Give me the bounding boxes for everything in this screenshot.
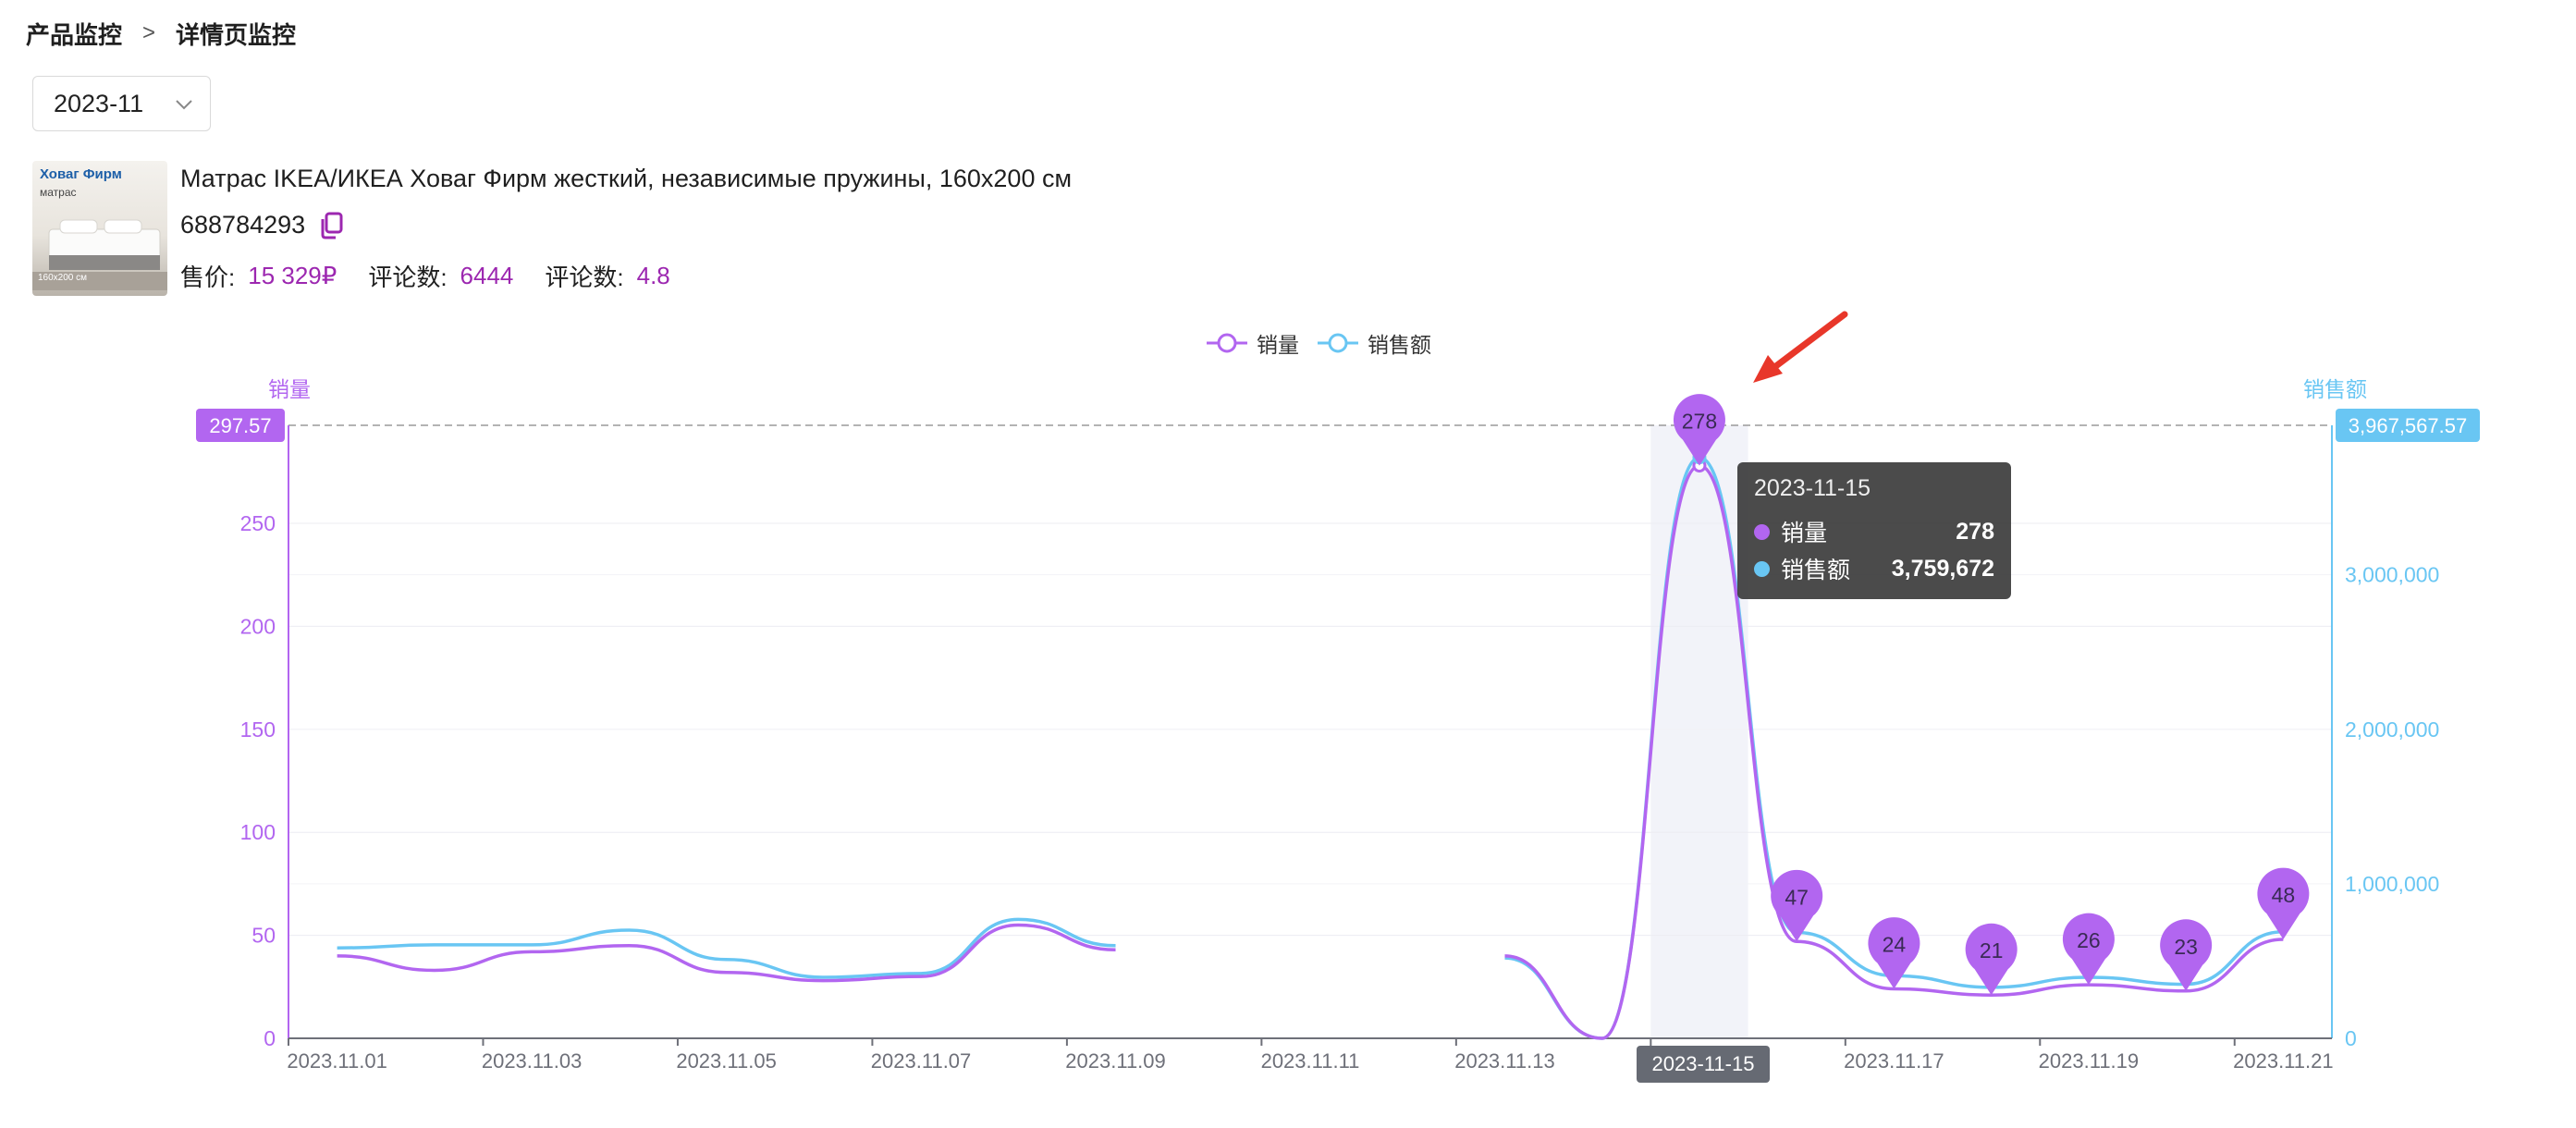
mattress-illustration [32, 219, 167, 290]
price-value: 15 329₽ [248, 262, 337, 289]
thumb-subtitle: матрас [40, 186, 77, 199]
x-tick-label: 2023.11.11 [1261, 1049, 1360, 1073]
product-id: 688784293 [180, 211, 306, 239]
x-tick-label: 2023.11.03 [482, 1049, 582, 1073]
chevron-down-icon [176, 100, 192, 110]
chart-legend: 销量 销售额 [1207, 327, 1450, 359]
highlight-band [1650, 425, 1748, 1038]
y-left-tick-label: 0 [264, 1026, 276, 1050]
x-tick-label: 2023.11.05 [676, 1049, 776, 1073]
rating-value: 4.8 [636, 262, 670, 289]
x-tick-label: 2023.11.17 [1844, 1049, 1944, 1073]
mark-point-pin [2160, 919, 2213, 991]
mark-point-label: 47 [1785, 885, 1809, 909]
month-select[interactable]: 2023-11 [32, 76, 211, 131]
y-left-tick-label: 100 [240, 820, 276, 844]
legend-item-sales-volume[interactable]: 销量 [1207, 327, 1299, 359]
tooltip-series-name: 销售额 [1781, 558, 1851, 583]
highlight-point-sales-volume [1692, 459, 1707, 473]
x-tick-label: 2023.11.13 [1454, 1049, 1554, 1073]
product-title[interactable]: Матрас IKEA/ИКЕА Ховаг Фирм жесткий, нез… [180, 165, 1073, 192]
x-tick-label: 2023.11.07 [871, 1049, 971, 1073]
y-right-pointer-label: 3,967,567.57 [2349, 414, 2467, 437]
legend-label-sales-amount: 销售额 [1368, 333, 1431, 357]
tooltip-row: 销售额 3,759,672 [1754, 550, 1994, 587]
series-dot-icon [1754, 560, 1770, 577]
reviews-value: 6444 [460, 262, 514, 289]
mark-point-pin [1771, 869, 1823, 942]
y-right-tick-label: 0 [2345, 1026, 2357, 1050]
x-tick-label: 2023.11.21 [2233, 1049, 2333, 1073]
series-dot-icon [1754, 523, 1770, 540]
mark-point-pin [1965, 923, 2018, 996]
thumb-size: 160x200 см [38, 273, 88, 283]
y-right-axis-name: 销售额 [2303, 377, 2367, 401]
y-left-pointer-label-box [196, 409, 285, 442]
x-axis-pointer-label: 2023-11-15 [1637, 1046, 1770, 1083]
tooltip-row: 销量 278 [1754, 513, 1994, 550]
mark-point-label: 48 [2272, 883, 2296, 907]
red-arrow-icon [1753, 311, 1848, 383]
mark-point-pin [2062, 913, 2115, 986]
legend-label-sales-volume: 销量 [1257, 333, 1299, 357]
breadcrumb-parent[interactable]: 产品监控 [26, 20, 123, 49]
chart-tooltip: 2023-11-15 销量 278 销售额 3,759,672 [1737, 462, 2011, 599]
legend-item-sales-amount[interactable]: 销售额 [1318, 327, 1431, 359]
x-tick-label: 2023.11.09 [1065, 1049, 1165, 1073]
y-right-tick-label: 1,000,000 [2345, 872, 2439, 896]
y-left-tick-label: 200 [240, 614, 276, 638]
tooltip-series-name: 销量 [1781, 521, 1828, 546]
breadcrumb-separator: > [142, 20, 156, 45]
price-label: 售价: [180, 264, 236, 291]
x-tick-label: 2023.11.19 [2039, 1049, 2139, 1073]
rating-label: 评论数: [545, 264, 624, 291]
mark-point-label: 278 [1682, 410, 1717, 434]
legend-line-circle-icon [1318, 333, 1358, 353]
breadcrumb-current: 详情页监控 [176, 20, 297, 49]
mark-point-pin [2257, 867, 2310, 940]
tooltip-date: 2023-11-15 [1754, 475, 1871, 501]
y-left-tick-label: 150 [240, 717, 276, 742]
tooltip-series-value: 3,759,672 [1891, 555, 1994, 582]
mark-point-label: 23 [2174, 935, 2198, 959]
sales-amount-line [337, 917, 1116, 979]
mark-point-label: 26 [2077, 928, 2101, 952]
product-thumbnail[interactable]: Ховаг Фирм матрас 160x200 см [32, 161, 167, 296]
highlight-point-sales-amount [1692, 450, 1707, 465]
y-left-tick-label: 250 [240, 511, 276, 535]
y-left-axis-name: 销量 [268, 377, 311, 401]
breadcrumb: 产品监控 > 详情页监控 [26, 17, 296, 50]
mark-point-pin [1868, 917, 1920, 989]
product-meta: 售价: 15 329₽ 评论数: 6444 评论数: 4.8 [180, 259, 702, 293]
y-right-tick-label: 2,000,000 [2345, 717, 2439, 742]
product-id-row: 688784293 [180, 211, 344, 239]
y-right-tick-label: 3,000,000 [2345, 563, 2439, 587]
tooltip-series-value: 278 [1956, 518, 1994, 545]
x-tick-label: 2023.11.01 [287, 1049, 386, 1073]
y-left-tick-label: 50 [251, 924, 276, 948]
mark-point-pin [1673, 394, 1725, 466]
mark-point-label: 24 [1883, 933, 1907, 957]
y-left-pointer-label: 297.57 [209, 414, 271, 437]
copy-icon[interactable] [318, 212, 344, 239]
y-right-pointer-label-box [2336, 409, 2480, 442]
sales-volume-line [337, 923, 1116, 983]
legend-line-circle-icon [1207, 333, 1247, 353]
thumb-brand: Ховаг Фирм [40, 166, 122, 182]
month-select-value: 2023-11 [54, 89, 144, 117]
reviews-label: 评论数: [368, 264, 448, 291]
mark-point-label: 21 [1980, 938, 2004, 962]
